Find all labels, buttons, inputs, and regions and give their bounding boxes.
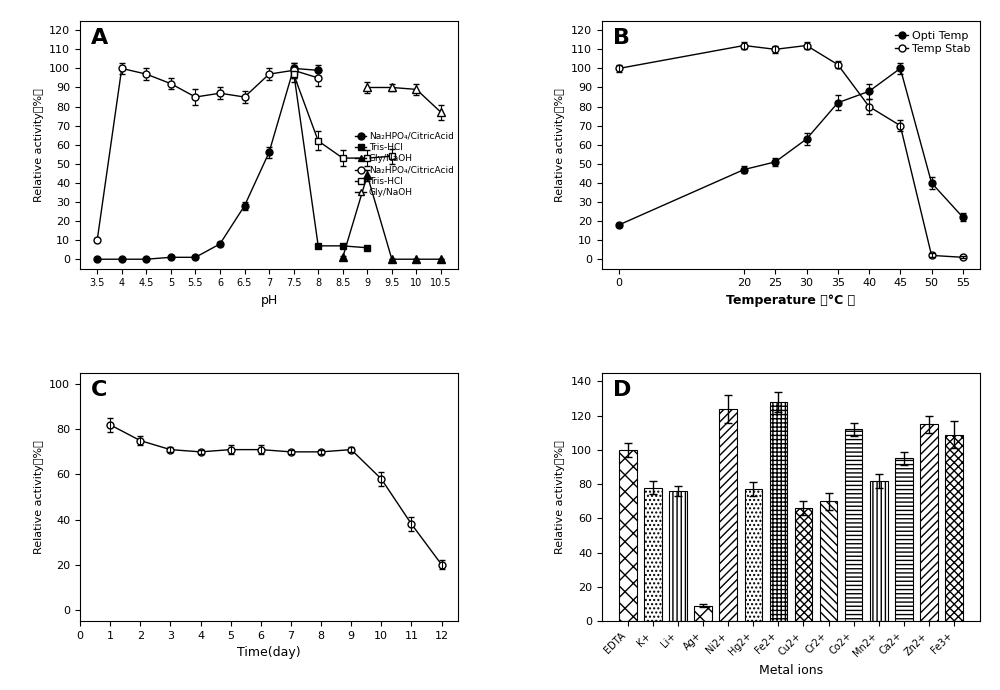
- Line: Temp Stab: Temp Stab: [616, 42, 966, 261]
- Bar: [719, 409, 737, 621]
- Text: C: C: [91, 380, 108, 400]
- Temp Stab: [957, 253, 969, 262]
- Bar: [619, 450, 637, 621]
- Opti Temp: [769, 158, 781, 166]
- Temp Stab: [863, 102, 875, 110]
- Bar: [870, 481, 888, 621]
- Opti Temp: [613, 221, 625, 229]
- Text: A: A: [91, 28, 109, 48]
- Bar: [745, 489, 762, 621]
- Legend: Na₂HPO₄/CitricAcid, Tris-HCl, Gly/NaOH, Na₂HPO₄/CitricAcid, Tris-HCl, Gly/NaOH: Na₂HPO₄/CitricAcid, Tris-HCl, Gly/NaOH, …: [355, 132, 454, 197]
- Temp Stab: [613, 64, 625, 72]
- Y-axis label: Relative activity（%）: Relative activity（%）: [555, 88, 565, 201]
- Temp Stab: [801, 41, 813, 50]
- Text: D: D: [613, 380, 632, 400]
- Opti Temp: [832, 99, 844, 107]
- Bar: [795, 508, 812, 621]
- Opti Temp: [957, 213, 969, 221]
- Y-axis label: Relative activity（%）: Relative activity（%）: [34, 440, 44, 554]
- Bar: [920, 424, 938, 621]
- Opti Temp: [801, 135, 813, 143]
- X-axis label: Temperature （°C ）: Temperature （°C ）: [726, 294, 855, 307]
- Y-axis label: Relative activity（%）: Relative activity（%）: [34, 88, 44, 201]
- Legend: Opti Temp, Temp Stab: Opti Temp, Temp Stab: [890, 26, 974, 59]
- Bar: [845, 429, 862, 621]
- Opti Temp: [738, 166, 750, 174]
- X-axis label: Time(day): Time(day): [237, 647, 301, 659]
- Temp Stab: [894, 121, 906, 130]
- Bar: [820, 501, 837, 621]
- X-axis label: Metal ions: Metal ions: [759, 664, 823, 677]
- Opti Temp: [926, 179, 938, 187]
- Line: Opti Temp: Opti Temp: [616, 65, 966, 228]
- Y-axis label: Relative activity（%）: Relative activity（%）: [555, 440, 565, 554]
- Temp Stab: [738, 41, 750, 50]
- Temp Stab: [769, 45, 781, 53]
- Text: B: B: [613, 28, 630, 48]
- Opti Temp: [894, 64, 906, 72]
- Bar: [644, 488, 662, 621]
- Bar: [895, 458, 913, 621]
- X-axis label: pH: pH: [260, 294, 278, 307]
- Bar: [694, 606, 712, 621]
- Bar: [669, 491, 687, 621]
- Opti Temp: [863, 87, 875, 95]
- Bar: [770, 402, 787, 621]
- Temp Stab: [832, 61, 844, 69]
- Bar: [945, 435, 963, 621]
- Temp Stab: [926, 251, 938, 259]
